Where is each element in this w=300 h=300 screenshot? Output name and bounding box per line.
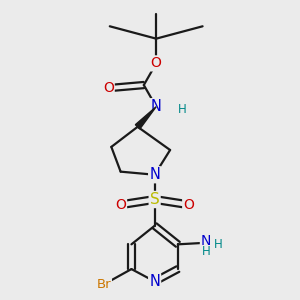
Text: H: H [178,103,187,116]
Text: O: O [183,198,194,212]
Text: N: N [149,274,160,289]
Polygon shape [135,107,156,129]
Text: H: H [214,238,223,251]
Text: N: N [151,99,162,114]
Text: O: O [103,81,114,95]
Text: O: O [151,56,162,70]
Text: N: N [149,167,160,182]
Text: S: S [150,192,160,207]
Text: Br: Br [96,278,111,291]
Text: O: O [115,198,126,212]
Text: N: N [200,234,211,248]
Text: H: H [202,245,211,258]
